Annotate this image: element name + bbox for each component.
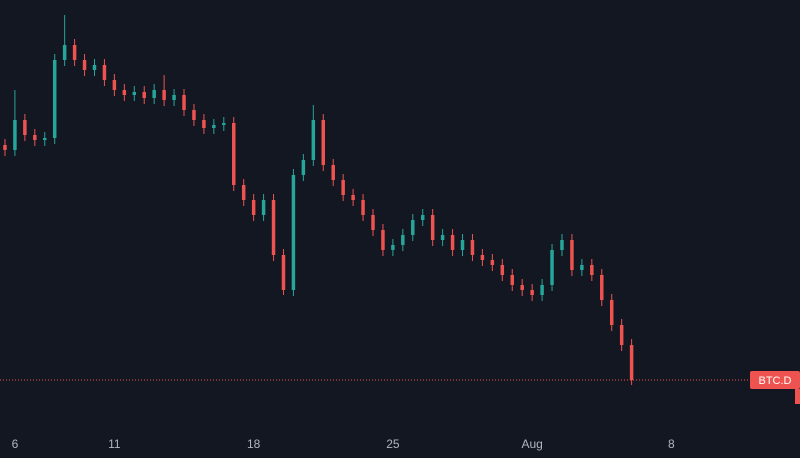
candle-body bbox=[371, 215, 375, 230]
candle-body bbox=[172, 95, 176, 100]
candle-body bbox=[321, 120, 326, 165]
candle-body bbox=[609, 300, 614, 325]
price-label-box bbox=[750, 371, 800, 389]
candle-body bbox=[401, 235, 405, 245]
candle-body bbox=[43, 138, 47, 140]
candle-body bbox=[460, 240, 465, 250]
candle-body bbox=[23, 120, 27, 135]
x-tick-label: 18 bbox=[247, 437, 261, 451]
candle-body bbox=[361, 200, 365, 215]
candle-body bbox=[271, 200, 276, 255]
candle-body bbox=[420, 215, 425, 220]
candle-body bbox=[540, 285, 544, 295]
candle-body bbox=[232, 123, 236, 185]
x-tick-label: Aug bbox=[521, 437, 542, 451]
candle-body bbox=[212, 125, 216, 128]
candle-body bbox=[430, 215, 435, 240]
candle-body bbox=[152, 90, 156, 98]
candle-body bbox=[241, 185, 246, 200]
candle-body bbox=[251, 200, 256, 215]
candle-body bbox=[440, 235, 445, 240]
candle-body bbox=[82, 60, 87, 70]
candle-body bbox=[500, 265, 505, 275]
candle-body bbox=[291, 175, 296, 290]
candle-body bbox=[341, 180, 345, 195]
candle-body bbox=[142, 92, 146, 98]
candle-body bbox=[182, 95, 186, 110]
candle-body bbox=[13, 120, 17, 150]
candle-body bbox=[490, 260, 495, 265]
candle-body bbox=[560, 240, 564, 250]
candle-body bbox=[112, 80, 117, 90]
candle-body bbox=[33, 135, 37, 140]
price-label: BTC.D bbox=[759, 375, 792, 387]
candle-body bbox=[281, 255, 286, 290]
candle-body bbox=[411, 220, 415, 235]
candle-body bbox=[450, 235, 455, 250]
x-tick-label: 6 bbox=[12, 437, 19, 451]
candle-body bbox=[550, 250, 554, 285]
candle-body bbox=[301, 160, 306, 175]
candle-body bbox=[62, 45, 67, 60]
candle-body bbox=[381, 230, 385, 250]
candle-body bbox=[600, 275, 604, 300]
candle-body bbox=[3, 145, 7, 150]
candle-body bbox=[261, 200, 266, 215]
candle-body bbox=[92, 65, 97, 70]
candle-body bbox=[480, 255, 485, 260]
candle-body bbox=[351, 195, 355, 200]
candle-body bbox=[132, 92, 137, 95]
candle-body bbox=[590, 265, 594, 275]
candle-body bbox=[222, 123, 226, 125]
candle-body bbox=[72, 45, 77, 60]
candle-body bbox=[470, 240, 475, 255]
candle-body bbox=[510, 275, 514, 285]
candle-body bbox=[331, 165, 335, 180]
price-label-tab bbox=[795, 389, 800, 404]
candle-body bbox=[580, 265, 584, 270]
candle-body bbox=[311, 120, 316, 160]
candle-body bbox=[162, 90, 166, 100]
candle-body bbox=[202, 120, 206, 128]
candle-body bbox=[52, 60, 57, 138]
candle-body bbox=[530, 290, 534, 295]
x-tick-label: 11 bbox=[108, 437, 121, 451]
x-tick-label: 25 bbox=[386, 437, 400, 451]
x-tick-label: 8 bbox=[668, 437, 675, 451]
candle-body bbox=[629, 345, 634, 380]
candle-body bbox=[192, 110, 196, 120]
candle-body bbox=[520, 285, 524, 290]
candle-body bbox=[570, 240, 574, 270]
candle-body bbox=[122, 90, 127, 95]
candle-body bbox=[391, 245, 395, 250]
candle-body bbox=[619, 325, 624, 345]
candle-body bbox=[102, 65, 107, 80]
